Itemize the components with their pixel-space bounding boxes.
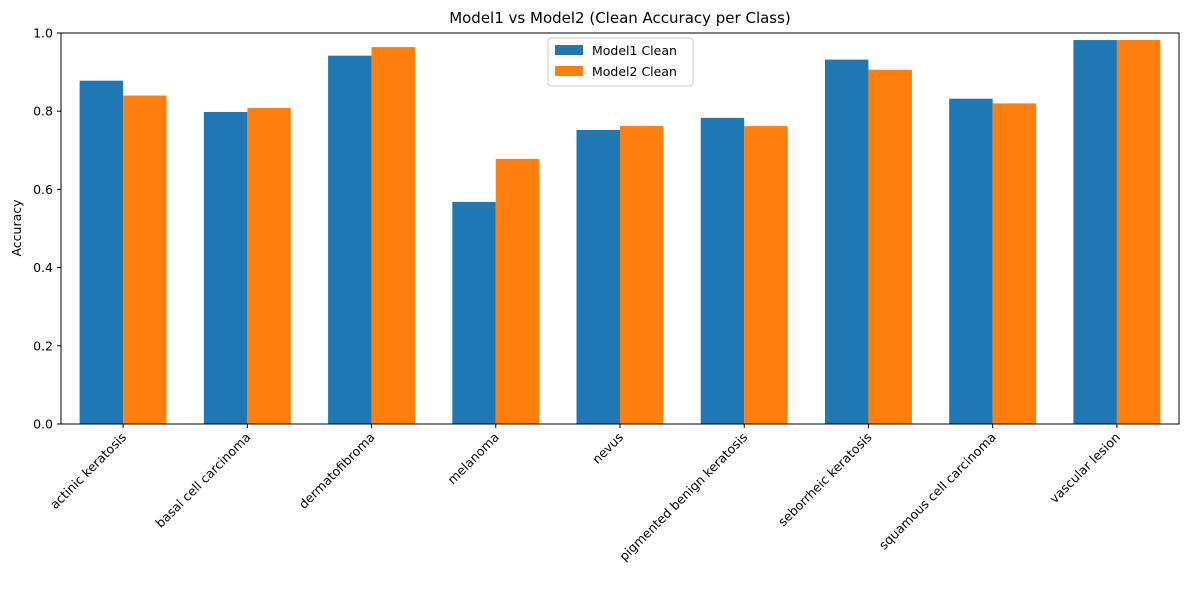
- x-tick-label-7: squamous cell carcinoma: [876, 430, 999, 553]
- bar-2-3: [371, 47, 416, 424]
- bar-2-6: [744, 126, 788, 424]
- x-tick-label-3: melanoma: [444, 430, 502, 488]
- legend-label-2: Model2 Clean: [592, 64, 677, 79]
- y-tick-label-5: 1.0: [33, 26, 53, 41]
- bar-1-1: [79, 80, 124, 424]
- bar-2-9: [1116, 40, 1161, 424]
- bar-1-4: [452, 201, 496, 424]
- x-tick-label-4: nevus: [589, 430, 626, 467]
- bar-2-2: [247, 108, 291, 424]
- y-axis-label: Accuracy: [9, 199, 24, 257]
- bar-2-5: [620, 126, 664, 424]
- legend-swatch-2: [555, 66, 583, 76]
- bar-2-8: [992, 103, 1037, 424]
- x-tick-label-8: vascular lesion: [1046, 430, 1123, 507]
- bar-2-7: [868, 69, 912, 424]
- legend-box: [547, 37, 694, 87]
- y-tick-label-1: 0.2: [33, 338, 53, 353]
- bar-1-3: [328, 55, 372, 425]
- bar-1-7: [824, 59, 869, 425]
- x-tick-label-5: pigmented benign keratosis: [616, 430, 750, 564]
- bar-1-9: [1073, 40, 1117, 424]
- bar-1-5: [576, 129, 620, 424]
- x-tick-label-0: actinic keratosis: [47, 430, 129, 512]
- bar-1-8: [949, 98, 993, 424]
- y-tick-label-0: 0.0: [33, 417, 53, 432]
- x-tick-label-6: seborrheic keratosis: [775, 430, 875, 530]
- bars-layer: [79, 40, 1161, 425]
- legend: Model1 Clean Model2 Clean: [547, 37, 694, 87]
- y-tick-label-2: 0.4: [33, 260, 53, 275]
- y-tick-label-4: 0.8: [33, 104, 53, 119]
- y-tick-label-3: 0.6: [33, 182, 53, 197]
- chart-title: Model1 vs Model2 (Clean Accuracy per Cla…: [449, 9, 791, 27]
- bar-1-6: [700, 117, 745, 424]
- legend-swatch-1: [555, 45, 583, 55]
- bar-2-1: [123, 95, 167, 424]
- bar-1-2: [203, 111, 248, 424]
- legend-label-1: Model1 Clean: [592, 43, 677, 58]
- x-tick-label-2: dermatofibroma: [296, 430, 378, 512]
- bar-2-4: [495, 158, 540, 424]
- x-tick-label-1: basal cell carcinoma: [152, 430, 253, 531]
